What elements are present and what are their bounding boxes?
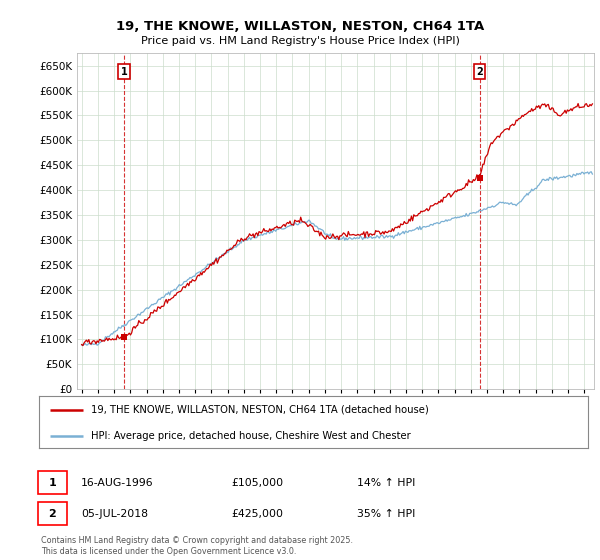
Text: £105,000: £105,000 [231, 478, 283, 488]
Text: 2: 2 [49, 508, 56, 519]
Text: 19, THE KNOWE, WILLASTON, NESTON, CH64 1TA (detached house): 19, THE KNOWE, WILLASTON, NESTON, CH64 1… [91, 405, 429, 415]
Text: 16-AUG-1996: 16-AUG-1996 [81, 478, 154, 488]
Text: 19, THE KNOWE, WILLASTON, NESTON, CH64 1TA: 19, THE KNOWE, WILLASTON, NESTON, CH64 1… [116, 20, 484, 32]
Text: £425,000: £425,000 [231, 508, 283, 519]
Text: 05-JUL-2018: 05-JUL-2018 [81, 508, 148, 519]
Text: 1: 1 [49, 478, 56, 488]
Text: Price paid vs. HM Land Registry's House Price Index (HPI): Price paid vs. HM Land Registry's House … [140, 36, 460, 46]
Text: 35% ↑ HPI: 35% ↑ HPI [357, 508, 415, 519]
Text: HPI: Average price, detached house, Cheshire West and Chester: HPI: Average price, detached house, Ches… [91, 431, 411, 441]
Text: 14% ↑ HPI: 14% ↑ HPI [357, 478, 415, 488]
Text: 1: 1 [121, 67, 128, 77]
Text: 2: 2 [476, 67, 483, 77]
Text: Contains HM Land Registry data © Crown copyright and database right 2025.
This d: Contains HM Land Registry data © Crown c… [41, 536, 353, 556]
